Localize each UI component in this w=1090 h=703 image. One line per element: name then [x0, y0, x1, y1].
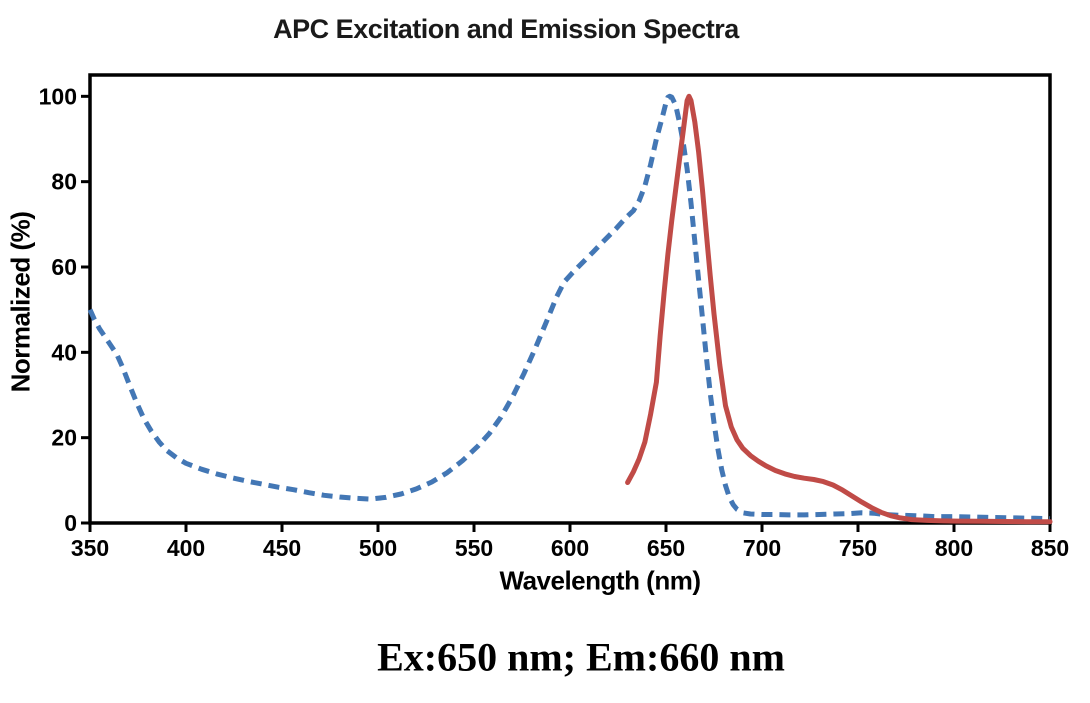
x-tick-label: 700 — [743, 535, 781, 561]
y-tick-label: 20 — [51, 425, 77, 451]
x-tick-label: 550 — [455, 535, 493, 561]
x-tick-label: 400 — [167, 535, 205, 561]
y-tick-label: 40 — [51, 339, 77, 365]
y-tick-label: 0 — [64, 510, 77, 536]
x-tick-label: 350 — [71, 535, 109, 561]
y-tick-label: 100 — [39, 83, 77, 109]
x-tick-label: 750 — [839, 535, 877, 561]
emission-curve — [625, 93, 1053, 525]
caption-ex-em: Ex:650 nm; Em:660 nm — [377, 634, 785, 680]
x-tick-label: 650 — [647, 535, 685, 561]
x-tick-label: 850 — [1031, 535, 1069, 561]
x-tick-label: 600 — [551, 535, 589, 561]
x-axis-label: Wavelength (nm) — [499, 565, 701, 596]
excitation-curve — [87, 93, 1051, 522]
x-tick-label: 500 — [359, 535, 397, 561]
y-tick-label: 80 — [51, 169, 77, 195]
x-tick-label: 800 — [935, 535, 973, 561]
y-tick-label: 60 — [51, 254, 77, 280]
plot-frame — [88, 73, 1052, 525]
chart-title: APC Excitation and Emission Spectra — [273, 14, 739, 44]
x-tick-label: 450 — [263, 535, 301, 561]
spectra-chart-svg: 350 400 450 500 550 600 650 700 750 800 850 0 20 40 60… — [39, 73, 1069, 561]
